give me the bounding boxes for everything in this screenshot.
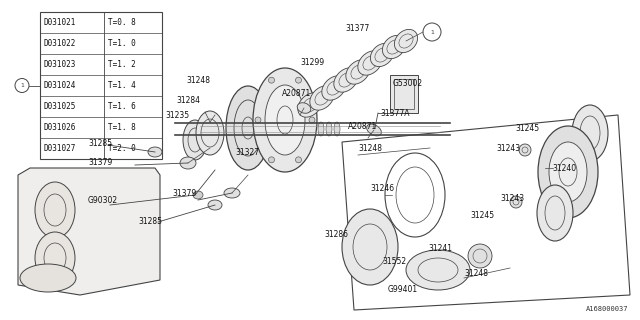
Ellipse shape	[262, 122, 268, 136]
Text: D031025: D031025	[43, 102, 76, 111]
Ellipse shape	[318, 122, 324, 136]
Ellipse shape	[20, 264, 76, 292]
Text: 31377A: 31377A	[380, 108, 410, 117]
Text: 31327: 31327	[235, 148, 259, 156]
Circle shape	[519, 144, 531, 156]
Text: 31248: 31248	[186, 76, 210, 84]
Text: 31552: 31552	[382, 258, 406, 267]
Ellipse shape	[310, 122, 316, 136]
Text: 31286: 31286	[324, 229, 348, 238]
Ellipse shape	[193, 191, 203, 199]
Ellipse shape	[183, 120, 207, 160]
Ellipse shape	[358, 51, 382, 75]
Circle shape	[468, 244, 492, 268]
Text: 31241: 31241	[428, 244, 452, 252]
Text: D031024: D031024	[43, 81, 76, 90]
Text: T=1. 4: T=1. 4	[108, 81, 136, 90]
Text: 31284: 31284	[176, 95, 200, 105]
Text: T=1. 8: T=1. 8	[108, 123, 136, 132]
Ellipse shape	[294, 122, 300, 136]
Ellipse shape	[342, 209, 398, 285]
Text: D031023: D031023	[43, 60, 76, 69]
Circle shape	[296, 157, 301, 163]
Circle shape	[255, 117, 261, 123]
Ellipse shape	[572, 105, 608, 161]
Text: 31245: 31245	[470, 211, 494, 220]
Ellipse shape	[549, 142, 587, 202]
Ellipse shape	[537, 185, 573, 241]
Ellipse shape	[310, 86, 334, 110]
Text: T=0. 8: T=0. 8	[108, 18, 136, 27]
Text: 31235: 31235	[165, 110, 189, 119]
Text: A20871: A20871	[282, 89, 311, 98]
Polygon shape	[18, 168, 160, 295]
Ellipse shape	[334, 122, 340, 136]
Text: 31240: 31240	[552, 164, 576, 172]
Ellipse shape	[196, 111, 224, 155]
Text: D031022: D031022	[43, 39, 76, 48]
Text: 31299: 31299	[300, 58, 324, 67]
Text: T=1. 6: T=1. 6	[108, 102, 136, 111]
Text: 31285: 31285	[88, 139, 112, 148]
Text: 31243: 31243	[500, 194, 524, 203]
Circle shape	[269, 77, 275, 83]
Text: T=1. 0: T=1. 0	[108, 39, 136, 48]
Ellipse shape	[346, 60, 370, 84]
Text: T=1. 2: T=1. 2	[108, 60, 136, 69]
Ellipse shape	[265, 85, 305, 155]
Ellipse shape	[253, 68, 317, 172]
Text: D031027: D031027	[43, 144, 76, 153]
Ellipse shape	[538, 126, 598, 218]
Ellipse shape	[208, 200, 222, 210]
Ellipse shape	[148, 147, 162, 157]
Ellipse shape	[180, 157, 196, 169]
Text: G90302: G90302	[88, 196, 118, 204]
Circle shape	[309, 117, 315, 123]
Ellipse shape	[383, 36, 406, 59]
Ellipse shape	[322, 76, 346, 100]
Circle shape	[296, 77, 301, 83]
Bar	[40, 12, 162, 159]
Circle shape	[510, 196, 522, 208]
Text: 31377: 31377	[345, 23, 369, 33]
Text: T=2. 0: T=2. 0	[108, 144, 136, 153]
Bar	[390, 75, 418, 113]
Ellipse shape	[35, 232, 75, 284]
Text: G53002: G53002	[393, 78, 423, 87]
Text: D031021: D031021	[43, 18, 76, 27]
Text: 31243: 31243	[496, 143, 520, 153]
Bar	[394, 79, 414, 109]
Ellipse shape	[297, 103, 311, 113]
Circle shape	[269, 157, 275, 163]
Text: 31246: 31246	[370, 183, 394, 193]
Text: 1: 1	[430, 29, 434, 35]
Text: G99401: G99401	[388, 285, 418, 294]
Ellipse shape	[371, 44, 394, 67]
Ellipse shape	[286, 122, 292, 136]
Text: 31379: 31379	[172, 188, 196, 197]
Ellipse shape	[367, 124, 381, 136]
Text: 31379: 31379	[88, 157, 112, 166]
Ellipse shape	[226, 86, 270, 170]
Text: 31248: 31248	[358, 143, 382, 153]
Ellipse shape	[334, 68, 358, 92]
Ellipse shape	[35, 182, 75, 238]
Text: 31285: 31285	[138, 217, 162, 226]
Ellipse shape	[278, 122, 284, 136]
Text: D031026: D031026	[43, 123, 76, 132]
Ellipse shape	[270, 122, 276, 136]
Ellipse shape	[224, 188, 240, 198]
Text: A168000037: A168000037	[586, 306, 628, 312]
Ellipse shape	[406, 250, 470, 290]
Ellipse shape	[302, 122, 308, 136]
Text: A20871: A20871	[348, 122, 377, 131]
Ellipse shape	[394, 29, 417, 52]
Ellipse shape	[326, 122, 332, 136]
Ellipse shape	[298, 93, 322, 117]
Text: 1: 1	[20, 83, 24, 88]
Text: 31248: 31248	[464, 269, 488, 278]
Text: 31245: 31245	[515, 124, 539, 132]
